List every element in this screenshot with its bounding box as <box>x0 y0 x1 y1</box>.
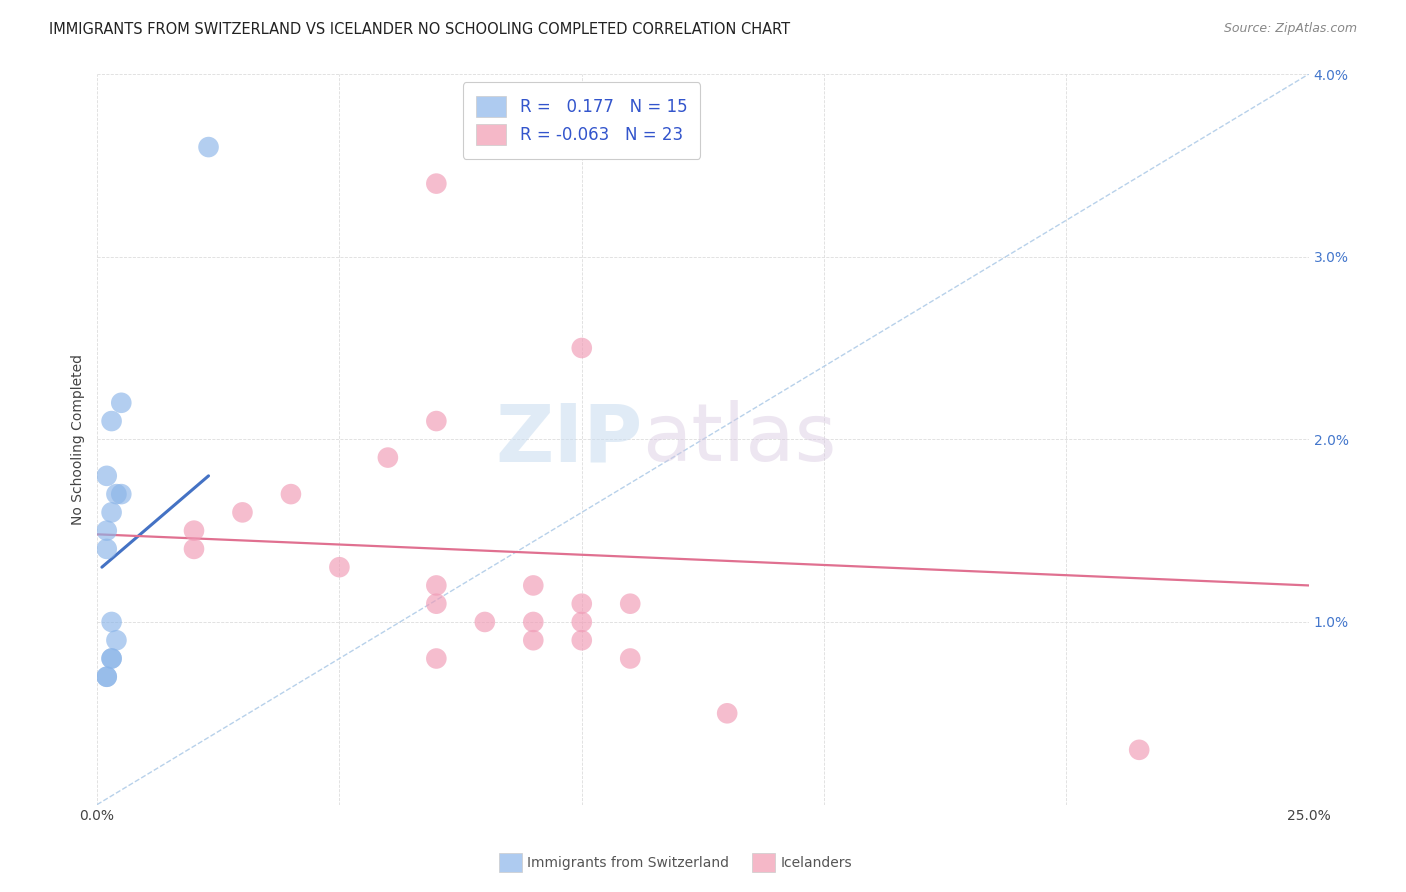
Point <box>100 651 122 665</box>
Point <box>96 468 118 483</box>
Point <box>100 414 122 428</box>
Point <box>100 615 122 629</box>
Point <box>571 615 593 629</box>
Point <box>96 524 118 538</box>
Point <box>100 651 122 665</box>
Point <box>522 578 544 592</box>
Point <box>105 633 128 648</box>
Point <box>377 450 399 465</box>
Point <box>197 140 219 154</box>
Text: atlas: atlas <box>643 401 837 478</box>
Point <box>96 670 118 684</box>
Text: Immigrants from Switzerland: Immigrants from Switzerland <box>527 855 730 870</box>
Text: Icelanders: Icelanders <box>780 855 852 870</box>
Point <box>110 487 132 501</box>
Text: IMMIGRANTS FROM SWITZERLAND VS ICELANDER NO SCHOOLING COMPLETED CORRELATION CHAR: IMMIGRANTS FROM SWITZERLAND VS ICELANDER… <box>49 22 790 37</box>
Point <box>425 578 447 592</box>
Point <box>571 341 593 355</box>
Point <box>96 670 118 684</box>
Point <box>619 597 641 611</box>
Point <box>425 651 447 665</box>
Point <box>231 505 253 519</box>
Point <box>474 615 496 629</box>
Point <box>425 414 447 428</box>
Point <box>100 505 122 519</box>
Text: Source: ZipAtlas.com: Source: ZipAtlas.com <box>1223 22 1357 36</box>
Point <box>105 487 128 501</box>
Point <box>619 651 641 665</box>
Y-axis label: No Schooling Completed: No Schooling Completed <box>72 354 86 524</box>
Point <box>280 487 302 501</box>
Point <box>328 560 350 574</box>
Point <box>96 541 118 556</box>
Point <box>571 597 593 611</box>
Legend: R =   0.177   N = 15, R = -0.063   N = 23: R = 0.177 N = 15, R = -0.063 N = 23 <box>463 82 700 159</box>
Point <box>1128 743 1150 757</box>
Point <box>522 633 544 648</box>
Point <box>183 541 205 556</box>
Point <box>183 524 205 538</box>
Point <box>110 396 132 410</box>
Point <box>425 177 447 191</box>
Point <box>522 615 544 629</box>
Text: ZIP: ZIP <box>495 401 643 478</box>
Point <box>716 706 738 721</box>
Point <box>571 633 593 648</box>
Point <box>425 597 447 611</box>
